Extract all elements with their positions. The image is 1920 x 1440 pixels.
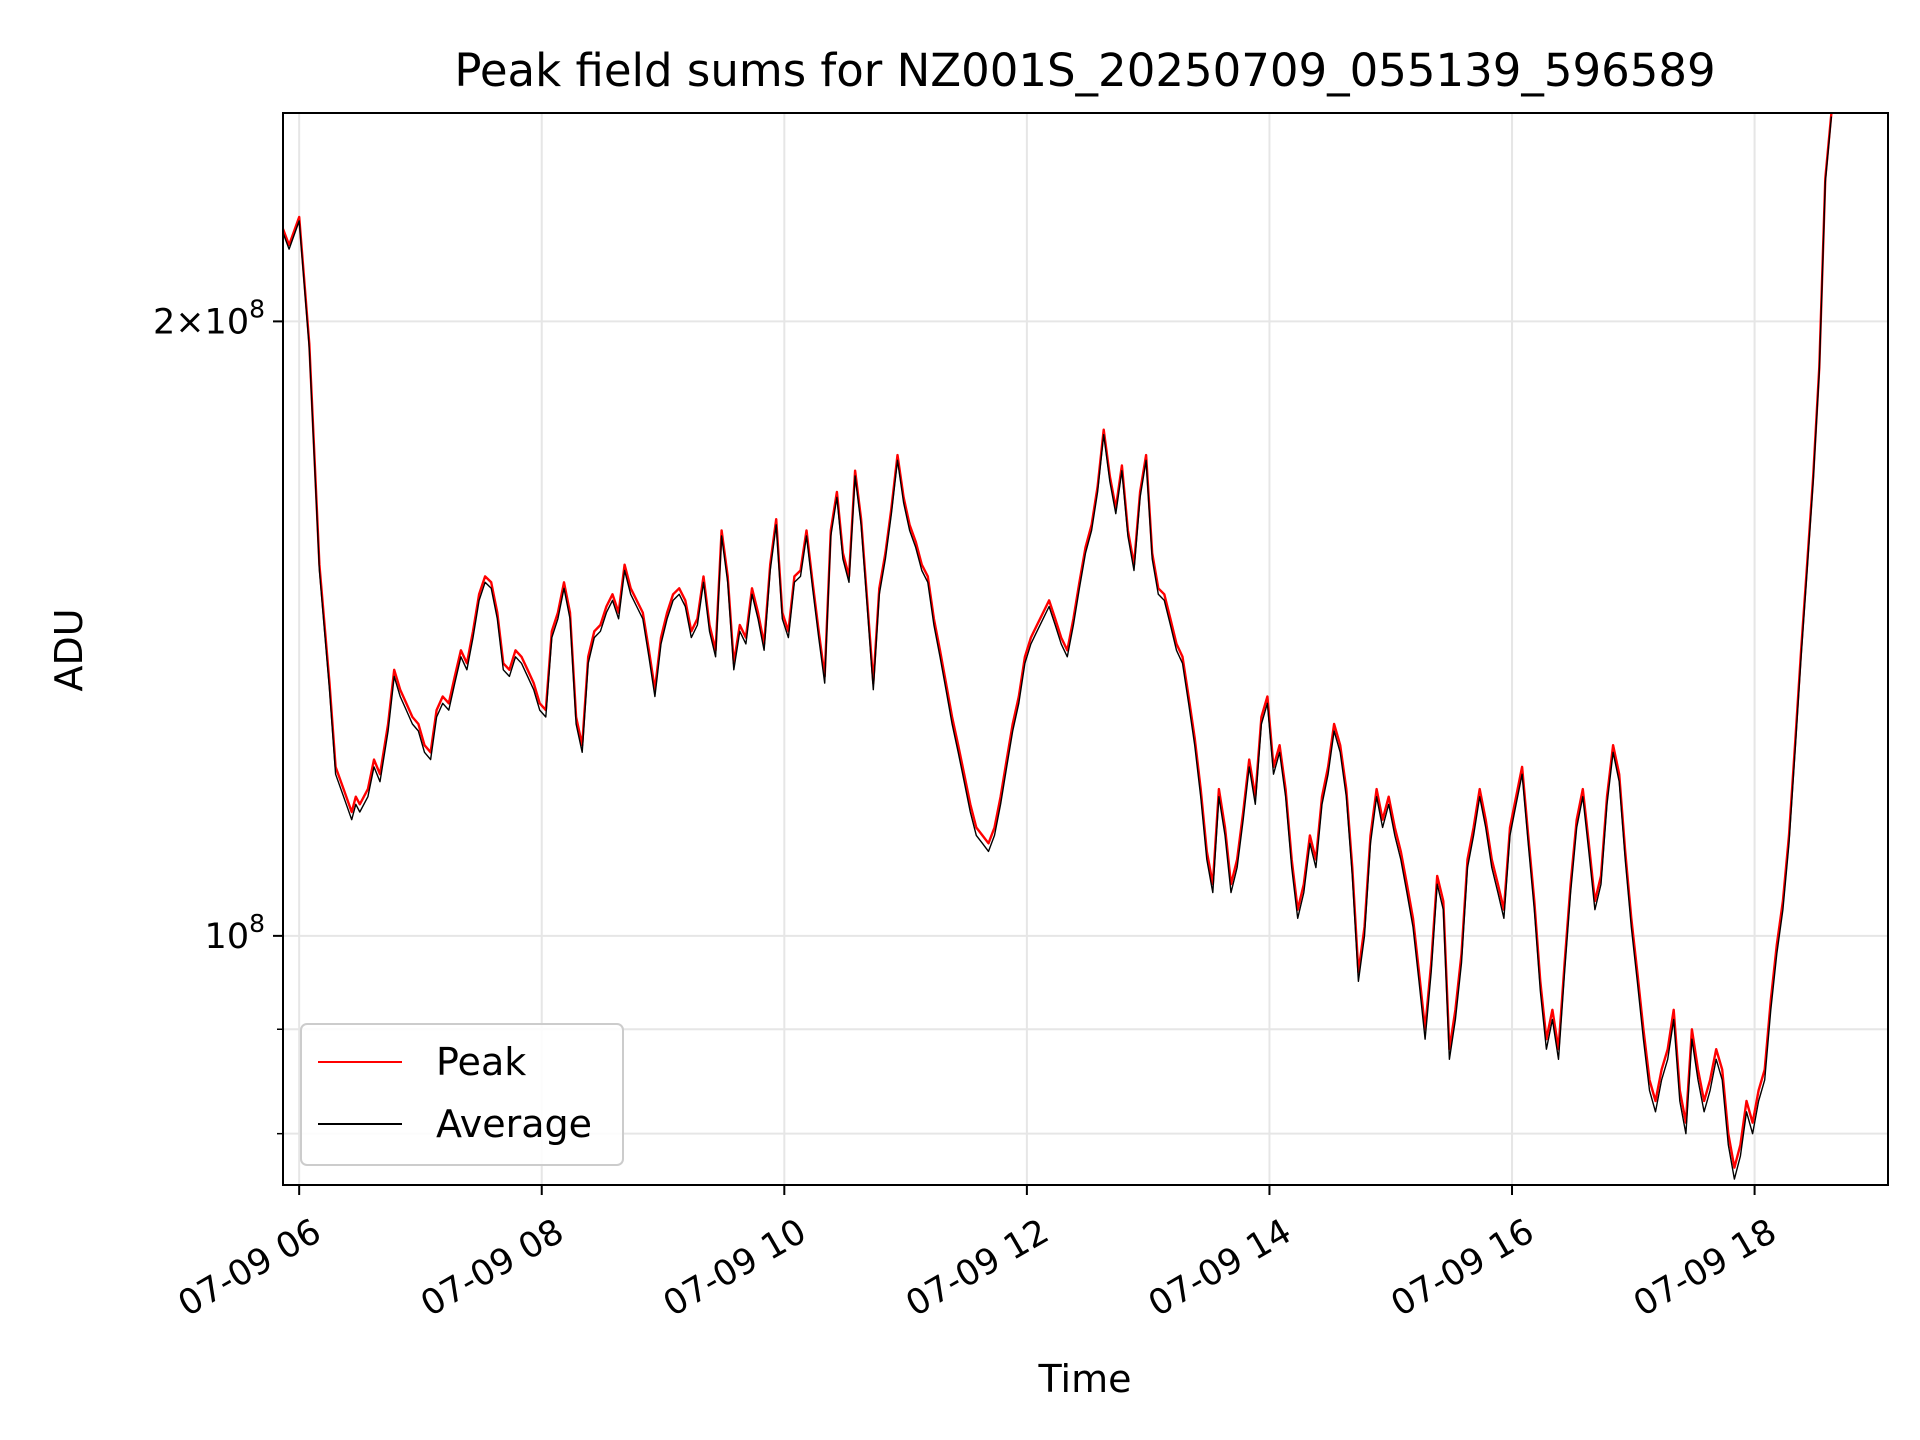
series-line-peak — [281, 112, 1833, 1169]
grid — [283, 113, 1888, 1185]
chart-title: Peak field sums for NZ001S_20250709_0551… — [454, 44, 1715, 97]
legend-label-peak: Peak — [436, 1040, 526, 1084]
legend: Peak Average — [300, 1023, 624, 1166]
legend-label-average: Average — [436, 1102, 592, 1146]
y-tick-label: 2×108 — [153, 294, 265, 342]
plot-series — [281, 112, 1833, 1180]
series-line-average — [282, 116, 1833, 1180]
y-tick-label: 108 — [205, 909, 265, 957]
x-axis-label: Time — [1038, 1357, 1132, 1401]
y-axis-label: ADU — [47, 608, 91, 691]
plot-frame — [282, 112, 1889, 1186]
legend-box — [300, 1023, 624, 1166]
